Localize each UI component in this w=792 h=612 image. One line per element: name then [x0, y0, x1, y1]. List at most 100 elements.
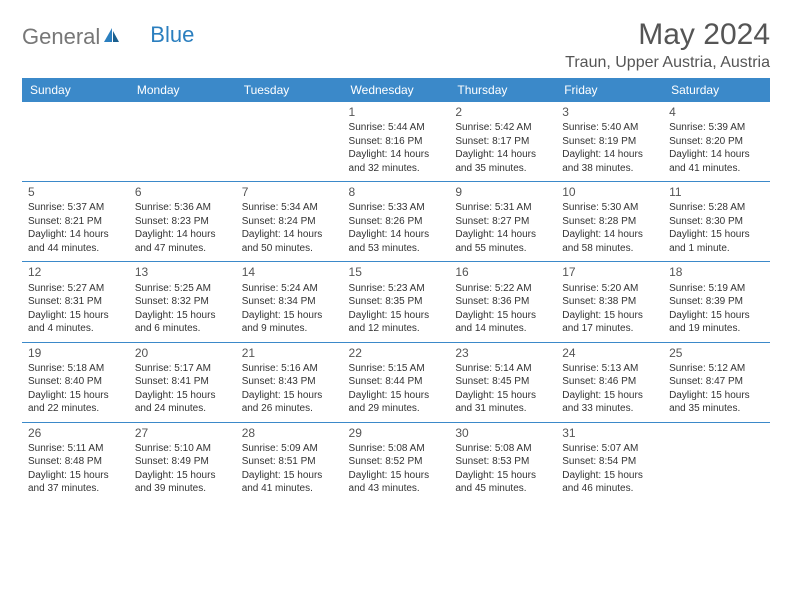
calendar-cell: 25Sunrise: 5:12 AMSunset: 8:47 PMDayligh…	[663, 342, 770, 422]
daylight-text: Daylight: 14 hours and 58 minutes.	[562, 228, 657, 255]
daylight-text: Daylight: 15 hours and 12 minutes.	[349, 309, 444, 336]
calendar-cell: 17Sunrise: 5:20 AMSunset: 8:38 PMDayligh…	[556, 262, 663, 342]
calendar-week: 1Sunrise: 5:44 AMSunset: 8:16 PMDaylight…	[22, 102, 770, 182]
daylight-text: Daylight: 15 hours and 19 minutes.	[669, 309, 764, 336]
day-number: 11	[669, 184, 764, 200]
day-number: 9	[455, 184, 550, 200]
sunset-text: Sunset: 8:34 PM	[242, 295, 337, 309]
calendar-week: 5Sunrise: 5:37 AMSunset: 8:21 PMDaylight…	[22, 182, 770, 262]
daylight-text: Daylight: 15 hours and 39 minutes.	[135, 469, 230, 496]
sunrise-text: Sunrise: 5:07 AM	[562, 442, 657, 456]
sunset-text: Sunset: 8:26 PM	[349, 215, 444, 229]
sunrise-text: Sunrise: 5:30 AM	[562, 201, 657, 215]
sunset-text: Sunset: 8:54 PM	[562, 455, 657, 469]
daylight-text: Daylight: 15 hours and 46 minutes.	[562, 469, 657, 496]
daylight-text: Daylight: 14 hours and 53 minutes.	[349, 228, 444, 255]
daylight-text: Daylight: 15 hours and 41 minutes.	[242, 469, 337, 496]
calendar-cell: 15 Sunrise: 5:23 AMSunset: 8:35 PMDayligh…	[343, 262, 450, 342]
calendar-cell: 18Sunrise: 5:19 AMSunset: 8:39 PMDayligh…	[663, 262, 770, 342]
sunset-text: Sunset: 8:21 PM	[28, 215, 123, 229]
sunrise-text: Sunrise: 5:18 AM	[28, 362, 123, 376]
calendar-cell: 8Sunrise: 5:33 AMSunset: 8:26 PMDaylight…	[343, 182, 450, 262]
sunrise-text: Sunrise: 5:28 AM	[669, 201, 764, 215]
day-header: Tuesday	[236, 78, 343, 102]
day-number: 28	[242, 425, 337, 441]
sunrise-text: Sunrise: 5:25 AM	[135, 282, 230, 296]
sunrise-text: Sunrise: 5:11 AM	[28, 442, 123, 456]
sunset-text: Sunset: 8:38 PM	[562, 295, 657, 309]
day-number: 16	[455, 264, 550, 280]
sunset-text: Sunset: 8:40 PM	[28, 375, 123, 389]
day-number: 10	[562, 184, 657, 200]
sunset-text: Sunset: 8:49 PM	[135, 455, 230, 469]
sunrise-text: Sunrise: 5:08 AM	[349, 442, 444, 456]
calendar-cell: 12Sunrise: 5:27 AMSunset: 8:31 PMDayligh…	[22, 262, 129, 342]
day-number: 12	[28, 264, 123, 280]
sunset-text: Sunset: 8:51 PM	[242, 455, 337, 469]
calendar-cell: 13Sunrise: 5:25 AMSunset: 8:32 PMDayligh…	[129, 262, 236, 342]
sunrise-text: Sunrise: 5:37 AM	[28, 201, 123, 215]
sunset-text: Sunset: 8:36 PM	[455, 295, 550, 309]
sunset-text: Sunset: 8:28 PM	[562, 215, 657, 229]
day-number: 30	[455, 425, 550, 441]
day-number: 4	[669, 104, 764, 120]
calendar-cell: 9Sunrise: 5:31 AMSunset: 8:27 PMDaylight…	[449, 182, 556, 262]
calendar-cell: 3Sunrise: 5:40 AMSunset: 8:19 PMDaylight…	[556, 102, 663, 182]
calendar-cell: 5Sunrise: 5:37 AMSunset: 8:21 PMDaylight…	[22, 182, 129, 262]
calendar-cell: 23Sunrise: 5:14 AMSunset: 8:45 PMDayligh…	[449, 342, 556, 422]
sunset-text: Sunset: 8:35 PM	[349, 295, 444, 309]
calendar-week: 26Sunrise: 5:11 AMSunset: 8:48 PMDayligh…	[22, 422, 770, 502]
day-number: 1	[349, 104, 444, 120]
day-number: 18	[669, 264, 764, 280]
calendar-cell: 22Sunrise: 5:15 AMSunset: 8:44 PMDayligh…	[343, 342, 450, 422]
day-number: 2	[455, 104, 550, 120]
sunrise-text: Sunrise: 5:19 AM	[669, 282, 764, 296]
sunset-text: Sunset: 8:43 PM	[242, 375, 337, 389]
sunset-text: Sunset: 8:30 PM	[669, 215, 764, 229]
daylight-text: Daylight: 14 hours and 55 minutes.	[455, 228, 550, 255]
daylight-text: Daylight: 15 hours and 9 minutes.	[242, 309, 337, 336]
daylight-text: Daylight: 15 hours and 4 minutes.	[28, 309, 123, 336]
daylight-text: Daylight: 15 hours and 24 minutes.	[135, 389, 230, 416]
location-text: Traun, Upper Austria, Austria	[565, 54, 770, 72]
sunrise-text: Sunrise: 5:15 AM	[349, 362, 444, 376]
calendar-cell	[663, 422, 770, 502]
day-number: 20	[135, 345, 230, 361]
day-number: 15	[349, 264, 444, 280]
sunset-text: Sunset: 8:32 PM	[135, 295, 230, 309]
calendar-cell: 21Sunrise: 5:16 AMSunset: 8:43 PMDayligh…	[236, 342, 343, 422]
day-header: Saturday	[663, 78, 770, 102]
sunrise-text: Sunrise: 5:13 AM	[562, 362, 657, 376]
sunset-text: Sunset: 8:27 PM	[455, 215, 550, 229]
sunset-text: Sunset: 8:19 PM	[562, 135, 657, 149]
daylight-text: Daylight: 15 hours and 26 minutes.	[242, 389, 337, 416]
day-number: 3	[562, 104, 657, 120]
calendar-cell: 1Sunrise: 5:44 AMSunset: 8:16 PMDaylight…	[343, 102, 450, 182]
day-header: Thursday	[449, 78, 556, 102]
daylight-text: Daylight: 14 hours and 44 minutes.	[28, 228, 123, 255]
calendar-cell: 31Sunrise: 5:07 AMSunset: 8:54 PMDayligh…	[556, 422, 663, 502]
daylight-text: Daylight: 14 hours and 47 minutes.	[135, 228, 230, 255]
calendar-cell: 28Sunrise: 5:09 AMSunset: 8:51 PMDayligh…	[236, 422, 343, 502]
calendar-cell: 2Sunrise: 5:42 AMSunset: 8:17 PMDaylight…	[449, 102, 556, 182]
sunrise-text: Sunrise: 5:23 AM	[349, 282, 444, 296]
calendar-cell: 4Sunrise: 5:39 AMSunset: 8:20 PMDaylight…	[663, 102, 770, 182]
calendar-cell: 20Sunrise: 5:17 AMSunset: 8:41 PMDayligh…	[129, 342, 236, 422]
sunrise-text: Sunrise: 5:08 AM	[455, 442, 550, 456]
calendar-cell	[236, 102, 343, 182]
calendar-cell: 26Sunrise: 5:11 AMSunset: 8:48 PMDayligh…	[22, 422, 129, 502]
day-number: 13	[135, 264, 230, 280]
title-block: May 2024 Traun, Upper Austria, Austria	[565, 18, 770, 72]
calendar-header-row: SundayMondayTuesdayWednesdayThursdayFrid…	[22, 78, 770, 102]
calendar-cell: 27Sunrise: 5:10 AMSunset: 8:49 PMDayligh…	[129, 422, 236, 502]
sunset-text: Sunset: 8:48 PM	[28, 455, 123, 469]
sunrise-text: Sunrise: 5:16 AM	[242, 362, 337, 376]
calendar-cell: 29Sunrise: 5:08 AMSunset: 8:52 PMDayligh…	[343, 422, 450, 502]
day-number: 5	[28, 184, 123, 200]
day-number: 7	[242, 184, 337, 200]
daylight-text: Daylight: 15 hours and 29 minutes.	[349, 389, 444, 416]
calendar-week: 19Sunrise: 5:18 AMSunset: 8:40 PMDayligh…	[22, 342, 770, 422]
day-number: 23	[455, 345, 550, 361]
sunset-text: Sunset: 8:23 PM	[135, 215, 230, 229]
day-header: Sunday	[22, 78, 129, 102]
